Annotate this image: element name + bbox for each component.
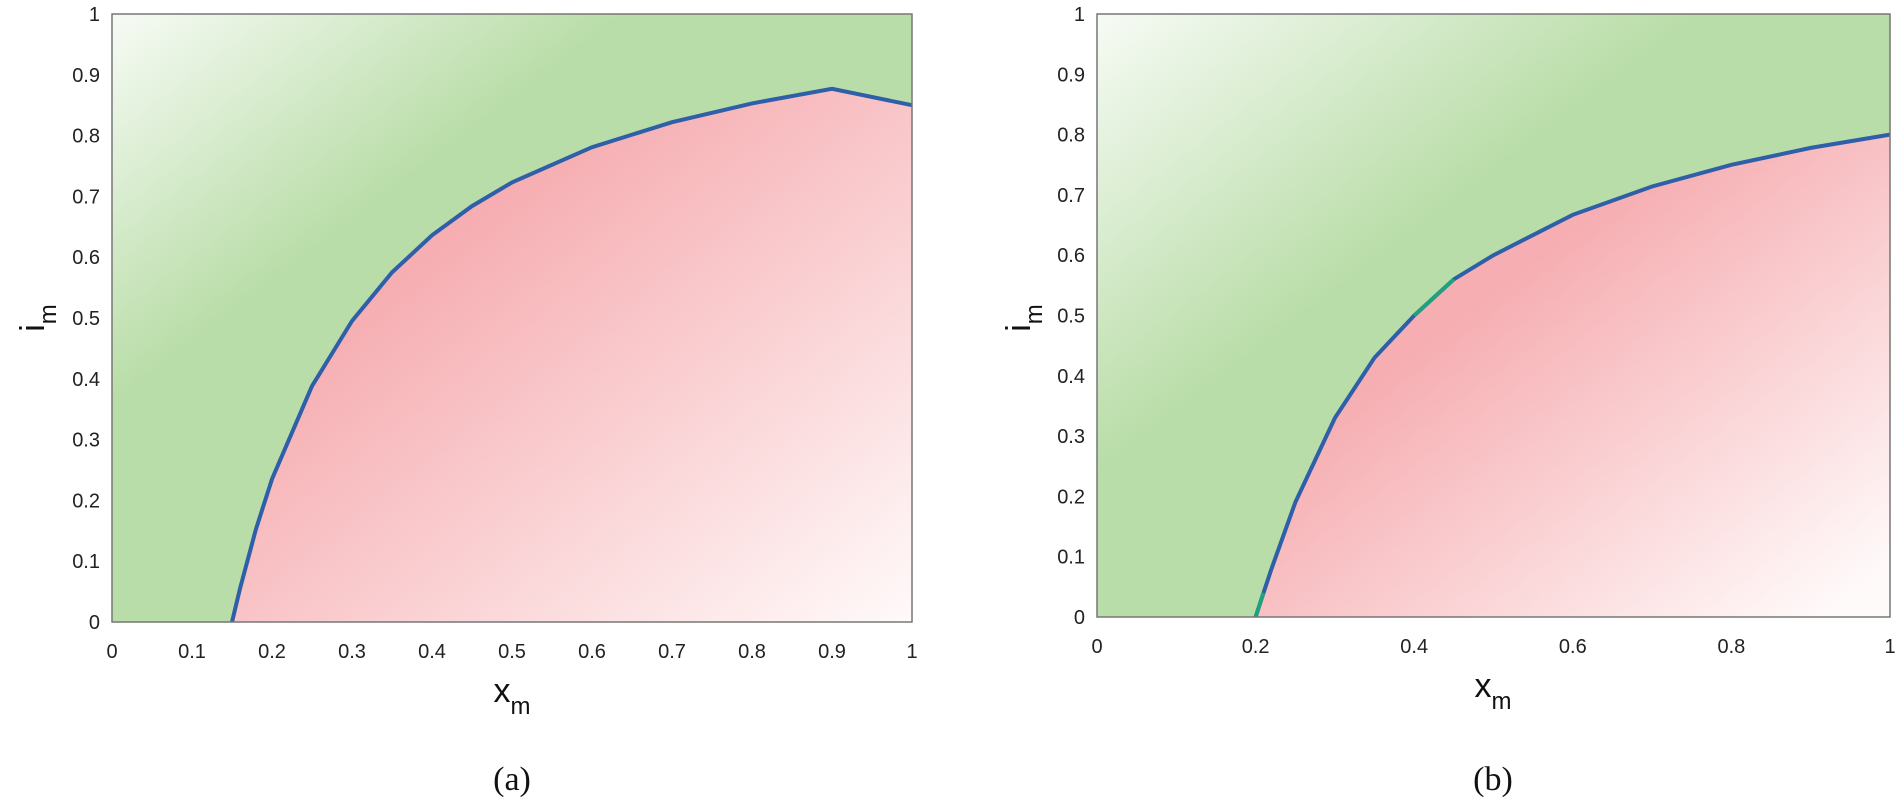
x-tick-labels: 0 0.1 0.2 0.3 0.4 0.5 0.6 0.7 0.8 0.9 1 [106, 641, 917, 663]
y-tick-label: 0.1 [72, 551, 100, 573]
y-axis-label: im [14, 304, 62, 332]
infeasible-region [1255, 134, 1890, 617]
y-tick-label: 0.2 [72, 490, 100, 512]
y-tick-label: 0.4 [72, 369, 100, 391]
y-tick-label: 1 [89, 4, 100, 26]
x-tick-label: 0.9 [818, 641, 846, 663]
x-axis-label: xm [494, 672, 531, 720]
y-tick-label: 0.8 [72, 126, 100, 148]
x-tick-label: 0.1 [178, 641, 206, 663]
panel-b: 0 0.2 0.4 0.6 0.8 1 0 0.1 0.2 0.3 0.4 0.5 0.6 0.7 0.8… [1000, 4, 1896, 798]
y-tick-label: 0.6 [1057, 245, 1085, 267]
boundary-curve [230, 86, 913, 623]
y-tick-label: 0.7 [1057, 185, 1085, 207]
x-tick-label: 0.4 [418, 641, 446, 663]
y-tick-labels: 0 0.1 0.2 0.3 0.4 0.5 0.6 0.7 0.8 0.9 1 [72, 4, 100, 634]
y-tick-label: 0.5 [1057, 306, 1085, 328]
y-tick-label: 0.9 [1057, 64, 1085, 86]
y-tick-label: 0.3 [72, 430, 100, 452]
boundary-curve-highlight [1253, 277, 1456, 618]
infeasible-region [232, 88, 912, 623]
x-tick-label: 0.2 [258, 641, 286, 663]
y-tick-label: 0 [89, 612, 100, 634]
y-tick-label: 0.5 [72, 308, 100, 330]
x-tick-label: 1 [906, 641, 917, 663]
x-tick-label: 0.4 [1400, 636, 1428, 658]
panel-a: 0 0.1 0.2 0.3 0.4 0.5 0.6 0.7 0.8 0.9 1 0 0.1 0.2 0.3… [14, 4, 918, 798]
y-tick-label: 0.7 [72, 186, 100, 208]
y-tick-label: 1 [1074, 4, 1085, 26]
axes-frame [111, 13, 913, 623]
x-tick-label: 0.2 [1242, 636, 1270, 658]
y-tick-label: 0.2 [1057, 486, 1085, 508]
y-tick-label: 0.6 [72, 247, 100, 269]
y-tick-label: 0.9 [72, 65, 100, 87]
x-tick-label: 0 [1091, 636, 1102, 658]
y-tick-labels: 0 0.1 0.2 0.3 0.4 0.5 0.6 0.7 0.8 0.9 1 [1057, 4, 1085, 629]
x-tick-label: 1 [1884, 636, 1895, 658]
x-tick-label: 0.8 [1717, 636, 1745, 658]
panel-caption: (b) [1473, 761, 1513, 798]
x-tick-label: 0.7 [658, 641, 686, 663]
x-tick-label: 0.6 [1559, 636, 1587, 658]
x-tick-label: 0 [106, 641, 117, 663]
y-tick-label: 0.3 [1057, 426, 1085, 448]
y-tick-label: 0.4 [1057, 366, 1085, 388]
panel-caption: (a) [493, 761, 531, 798]
y-axis-label: im [1000, 304, 1048, 332]
x-axis-label: xm [1475, 667, 1512, 715]
x-tick-label: 0.5 [498, 641, 526, 663]
x-tick-label: 0.6 [578, 641, 606, 663]
y-tick-label: 0.8 [1057, 125, 1085, 147]
x-tick-label: 0.3 [338, 641, 366, 663]
x-tick-label: 0.8 [738, 641, 766, 663]
y-tick-label: 0.1 [1057, 547, 1085, 569]
axes-frame [1096, 13, 1891, 618]
y-tick-label: 0 [1074, 607, 1085, 629]
x-tick-labels: 0 0.2 0.4 0.6 0.8 1 [1091, 636, 1895, 658]
